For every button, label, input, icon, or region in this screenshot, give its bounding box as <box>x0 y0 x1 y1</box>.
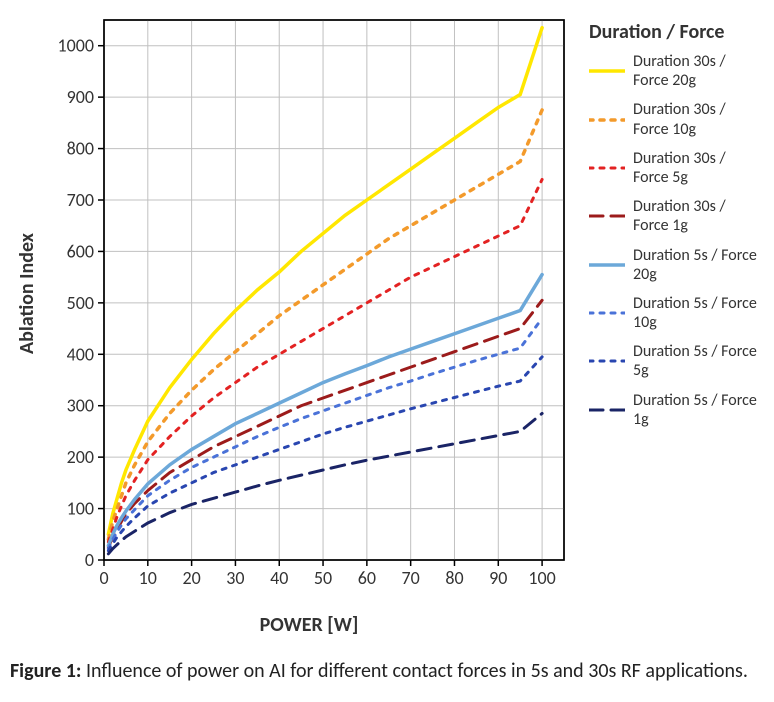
legend-title: Duration / Force <box>589 20 763 44</box>
svg-text:70: 70 <box>402 567 420 589</box>
legend-item: Duration 30s / Force 20g <box>589 52 763 90</box>
caption-text: Influence of power on AI for different c… <box>81 659 747 683</box>
svg-text:400: 400 <box>67 343 94 365</box>
legend: Duration / Force Duration 30s / Force 20… <box>574 10 768 637</box>
caption-bold: Figure 1: <box>10 659 81 683</box>
legend-item: Duration 5s / Force 5g <box>589 342 763 380</box>
legend-label: Duration 5s / Force 1g <box>633 391 763 429</box>
svg-text:1000: 1000 <box>58 35 95 57</box>
legend-item: Duration 30s / Force 10g <box>589 100 763 138</box>
svg-text:60: 60 <box>358 567 376 589</box>
svg-text:100: 100 <box>528 567 555 589</box>
svg-text:0: 0 <box>99 567 108 589</box>
svg-text:300: 300 <box>67 395 94 417</box>
legend-item: Duration 5s / Force 1g <box>589 391 763 429</box>
svg-text:600: 600 <box>67 240 94 262</box>
figure-caption: Figure 1: Influence of power on AI for d… <box>10 657 770 685</box>
svg-text:20: 20 <box>182 567 200 589</box>
svg-text:800: 800 <box>67 138 94 160</box>
legend-label: Duration 5s / Force 10g <box>633 294 763 332</box>
legend-label: Duration 30s / Force 10g <box>633 100 763 138</box>
legend-item: Duration 30s / Force 5g <box>589 149 763 187</box>
svg-text:0: 0 <box>85 549 94 571</box>
svg-text:90: 90 <box>489 567 507 589</box>
svg-text:10: 10 <box>139 567 157 589</box>
chart-container: Ablation Index 0102030405060708090100010… <box>10 10 774 637</box>
svg-text:900: 900 <box>67 86 94 108</box>
legend-item: Duration 5s / Force 20g <box>589 246 763 284</box>
svg-text:500: 500 <box>67 292 94 314</box>
legend-label: Duration 30s / Force 1g <box>633 197 763 235</box>
svg-text:30: 30 <box>226 567 244 589</box>
svg-text:50: 50 <box>314 567 332 589</box>
legend-label: Duration 30s / Force 20g <box>633 52 763 90</box>
legend-item: Duration 30s / Force 1g <box>589 197 763 235</box>
legend-label: Duration 5s / Force 20g <box>633 246 763 284</box>
svg-text:40: 40 <box>270 567 288 589</box>
plot-area: 0102030405060708090100010020030040050060… <box>44 10 574 637</box>
svg-text:100: 100 <box>67 498 94 520</box>
svg-text:200: 200 <box>67 446 94 468</box>
chart-svg: 0102030405060708090100010020030040050060… <box>44 10 574 600</box>
svg-text:80: 80 <box>445 567 463 589</box>
x-axis-label: POWER [W] <box>44 613 574 637</box>
y-axis-label: Ablation Index <box>10 0 44 637</box>
legend-label: Duration 30s / Force 5g <box>633 149 763 187</box>
svg-text:700: 700 <box>67 189 94 211</box>
legend-label: Duration 5s / Force 5g <box>633 342 763 380</box>
legend-item: Duration 5s / Force 10g <box>589 294 763 332</box>
